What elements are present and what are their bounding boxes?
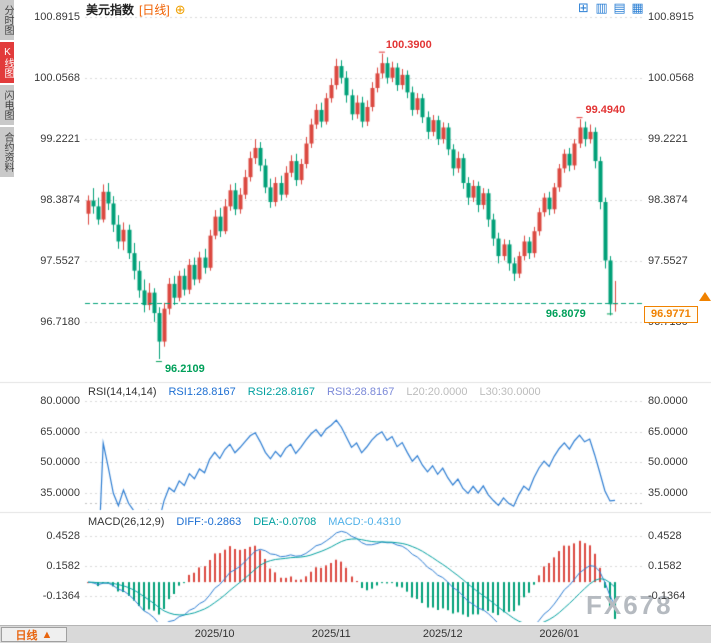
chart-toolbar: ⊞ ▥ ▤ ▦ [576,0,645,15]
bottom-axis-bar: 日线 ▲ 2025/10 2025/11 2025/12 2026/01 [0,625,711,643]
sidebar-tab-2[interactable]: K线图 [0,42,14,83]
current-price-value: 96.9771 [651,307,691,320]
period-label: 日线 [15,629,38,642]
sidebar-tab-1[interactable]: 分时图 [0,0,14,40]
current-price-tag: 96.9771 [644,305,698,323]
rsi-readout-5: L30:30.0000 [479,386,541,398]
macd-header: MACD(26,12,9) DIFF:-0.2863 DEA:-0.0708 MAC… [88,516,401,528]
period-tag[interactable]: [日线] [139,3,170,17]
rsi-readouts: RSI1:28.8167 RSI2:28.8167 RSI3:28.8167 L20:… [168,386,540,398]
rsi-header: RSI(14,14,14) RSI1:28.8167 RSI2:28.8167 RS… [88,386,541,398]
candle-chart-icon[interactable]: ▥ [595,0,608,15]
macd-readouts: DIFF:-0.2863 DEA:-0.0708 MACD:-0.4310 [176,516,401,528]
rsi-readout-3: RSI3:28.8167 [327,386,395,398]
date-tick-label: 2026/01 [539,628,580,640]
latest-price-edge-marker[interactable] [699,291,711,301]
macd-readout-1: DIFF:-0.2863 [176,516,242,528]
line-chart-icon[interactable]: ▤ [613,0,626,15]
macd-readout-3: MACD:-0.4310 [328,516,401,528]
grid-layout-icon[interactable]: ⊞ [578,0,589,15]
rsi-readout-2: RSI2:28.8167 [247,386,316,398]
symbol-name: 美元指数 [86,3,135,17]
rsi-title: RSI(14,14,14) [88,386,157,398]
rsi-readout-4: L20:20.0000 [406,386,468,398]
macd-readout-2: DEA:-0.0708 [253,516,317,528]
sidebar-tabs: 分时图 K线图闪电图合约资料 [0,0,14,177]
rsi-readout-1: RSI1:28.8167 [168,386,236,398]
up-arrow-icon: ▲ [41,628,53,641]
date-tick-label: 2025/11 [311,628,351,640]
add-indicator-icon[interactable]: ⊕ [174,1,186,17]
indicator-panel-icon[interactable]: ▦ [631,0,644,15]
date-tick-label: 2025/10 [194,628,235,640]
date-tick-label: 2025/12 [422,628,463,640]
period-selector[interactable]: 日线 ▲ [1,627,67,642]
watermark: FX678 [586,590,673,620]
sidebar-tab-4[interactable]: 合约资料 [0,127,14,177]
sidebar-tab-3[interactable]: 闪电图 [0,85,14,125]
macd-title: MACD(26,12,9) [88,516,165,528]
chart-header: 美元指数 [日线] ⊕ [86,1,186,18]
